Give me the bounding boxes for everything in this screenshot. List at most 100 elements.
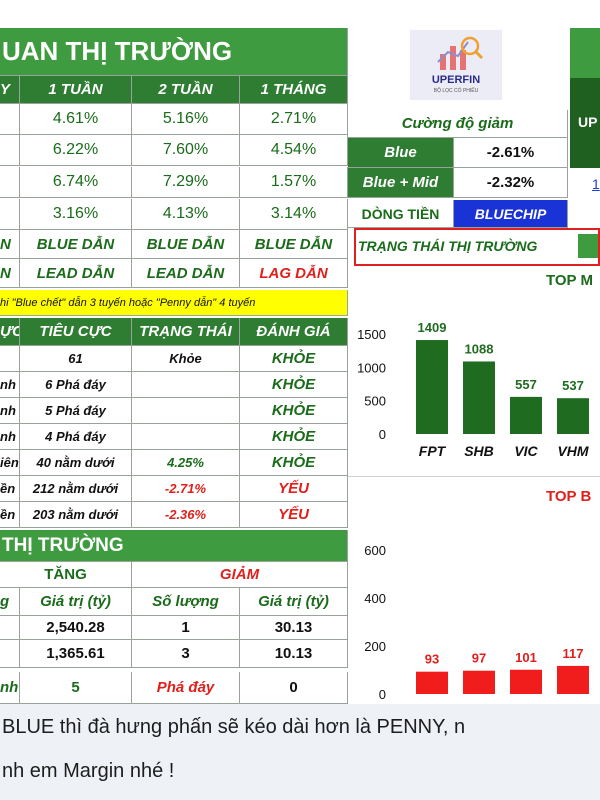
money-flow-value: BLUECHIP xyxy=(454,200,568,228)
overview-title: UAN THỊ TRƯỜNG xyxy=(0,28,348,76)
status-cell: KHỎE xyxy=(240,372,348,398)
top-buy-chart: 0 500 1000 1500 1409 FPT 1088 SHB 557 VIC 537 VHM xyxy=(357,320,589,459)
bar-shb xyxy=(463,361,495,434)
strength-row-label: Blue + Mid xyxy=(348,168,454,198)
status-cell xyxy=(0,346,20,372)
status-cell: ền xyxy=(0,476,20,502)
category-label: PDR xyxy=(464,703,494,704)
perf-cell: 7.29% xyxy=(132,167,240,198)
flow-header-cell: Số lượng xyxy=(132,588,240,616)
category-label: FPT xyxy=(419,443,447,459)
y-tick-label: 0 xyxy=(379,687,386,702)
status-cell: KHỎE xyxy=(240,346,348,372)
perf-cell: 7.60% xyxy=(132,135,240,166)
perf-row-label xyxy=(0,104,20,135)
flow-header-cell: g xyxy=(0,588,20,616)
magnifier-chart-icon xyxy=(437,36,484,70)
right-panel: UPERFIN BỘ LỌC CỔ PHIẾU Cường độ giảm Bl… xyxy=(348,28,600,704)
lead-cell: LEAD DẪN xyxy=(132,259,240,288)
status-cell: KHỎE xyxy=(240,398,348,424)
category-label: VIC xyxy=(514,443,538,459)
bar-dgc xyxy=(557,665,589,694)
flow-cell: 30.13 xyxy=(240,616,348,640)
perf-cell: 6.74% xyxy=(20,167,132,198)
left-panel: UAN THỊ TRƯỜNG Y 1 TUẦN 2 TUẦN 1 THÁNG 4… xyxy=(0,28,348,704)
bar-vsc xyxy=(510,669,542,694)
flow-cell: 3 xyxy=(132,640,240,668)
flow-cell: 10.13 xyxy=(240,640,348,668)
status-cell: 4.25% xyxy=(132,450,240,476)
status-cell: -2.71% xyxy=(132,476,240,502)
perf-cell: 4.54% xyxy=(240,135,348,166)
flow-cell xyxy=(0,616,20,640)
market-flow-title: THỊ TRƯỜNG xyxy=(0,530,348,562)
flow-cell: 1,365.61 xyxy=(20,640,132,668)
logo-subtext: BỘ LỌC CỔ PHIẾU xyxy=(433,88,479,94)
perf-row-label xyxy=(0,199,20,230)
period-header-cell: 1 TUẦN xyxy=(20,76,132,104)
period-header-cell: 2 TUẦN xyxy=(132,76,240,104)
status-cell: YẾU xyxy=(240,502,348,528)
bar-value-label: 537 xyxy=(562,378,584,393)
note-banner: hi "Blue chết" dẫn 3 tuyến hoặc "Penny d… xyxy=(0,290,348,316)
perf-cell: 5.16% xyxy=(132,104,240,135)
period-header-cell: 1 THÁNG xyxy=(240,76,348,104)
market-state-box: TRẠNG THÁI THỊ TRƯỜNG xyxy=(354,228,600,266)
caption-line-1: BLUE thì đà hưng phấn sẽ kéo dài hơn là … xyxy=(2,716,466,738)
top-chart-title: TOP M xyxy=(546,272,593,289)
status-header-cell: TRẠNG THÁI xyxy=(132,318,240,346)
up-label: TĂNG xyxy=(0,562,132,588)
bar-value-label: 557 xyxy=(515,377,537,392)
side-digit: 1 xyxy=(592,176,600,192)
y-tick-label: 500 xyxy=(364,394,386,409)
bar-value-label: 1088 xyxy=(465,341,494,356)
bar-fpt xyxy=(416,340,448,434)
bar-value-label: 97 xyxy=(472,651,486,666)
flow-cell: 1 xyxy=(132,616,240,640)
status-cell: KHỎE xyxy=(240,450,348,476)
perf-row-label xyxy=(0,167,20,198)
status-cell: 61 xyxy=(20,346,132,372)
y-tick-label: 200 xyxy=(364,639,386,654)
status-cell xyxy=(132,424,240,450)
summary-cell: 0 xyxy=(240,672,348,704)
status-cell: KHỎE xyxy=(240,424,348,450)
status-cell xyxy=(132,398,240,424)
status-cell: nh xyxy=(0,424,20,450)
lead-cell: LEAD DẪN xyxy=(20,259,132,288)
category-label: VSC xyxy=(512,703,542,704)
lead-row-label: N xyxy=(0,230,20,259)
perf-row-label xyxy=(0,135,20,166)
bar-pdr xyxy=(463,670,495,694)
perf-cell: 3.16% xyxy=(20,199,132,230)
side-dark-block xyxy=(570,78,600,168)
lead-cell: LAG DẪN xyxy=(240,259,348,288)
period-header-cell: Y xyxy=(0,76,20,104)
y-tick-label: 0 xyxy=(379,427,386,442)
status-header-cell: TIÊU CỰC xyxy=(20,318,132,346)
market-state-label: TRẠNG THÁI THỊ TRƯỜNG xyxy=(358,238,538,254)
lead-row-label: N xyxy=(0,259,20,288)
bottom-chart-title: TOP B xyxy=(546,488,592,505)
y-tick-label: 400 xyxy=(364,591,386,606)
status-cell: 5 Phá đáy xyxy=(20,398,132,424)
bar-hvn xyxy=(416,671,448,694)
perf-cell: 1.57% xyxy=(240,167,348,198)
strength-label: Cường độ giảm xyxy=(348,110,568,138)
status-cell xyxy=(132,372,240,398)
strength-row-value: -2.32% xyxy=(454,168,568,198)
perf-cell: 6.22% xyxy=(20,135,132,166)
summary-cell: 5 xyxy=(20,672,132,704)
down-label: GIẢM xyxy=(132,562,348,588)
lead-cell: BLUE DẪN xyxy=(240,230,348,259)
status-cell: 4 Phá đáy xyxy=(20,424,132,450)
summary-cell: Phá đáy xyxy=(132,672,240,704)
status-header-cell: ĐÁNH GIÁ xyxy=(240,318,348,346)
perf-cell: 4.13% xyxy=(132,199,240,230)
caption-line-2: nh em Margin nhé ! xyxy=(2,760,175,782)
status-cell: nh xyxy=(0,372,20,398)
status-cell: -2.36% xyxy=(132,502,240,528)
top-sell-chart: 0 200 400 600 93 HVN 97 PDR 101 VSC 117 DGC xyxy=(364,543,589,704)
green-block xyxy=(570,28,600,78)
category-label: VHM xyxy=(557,443,588,459)
